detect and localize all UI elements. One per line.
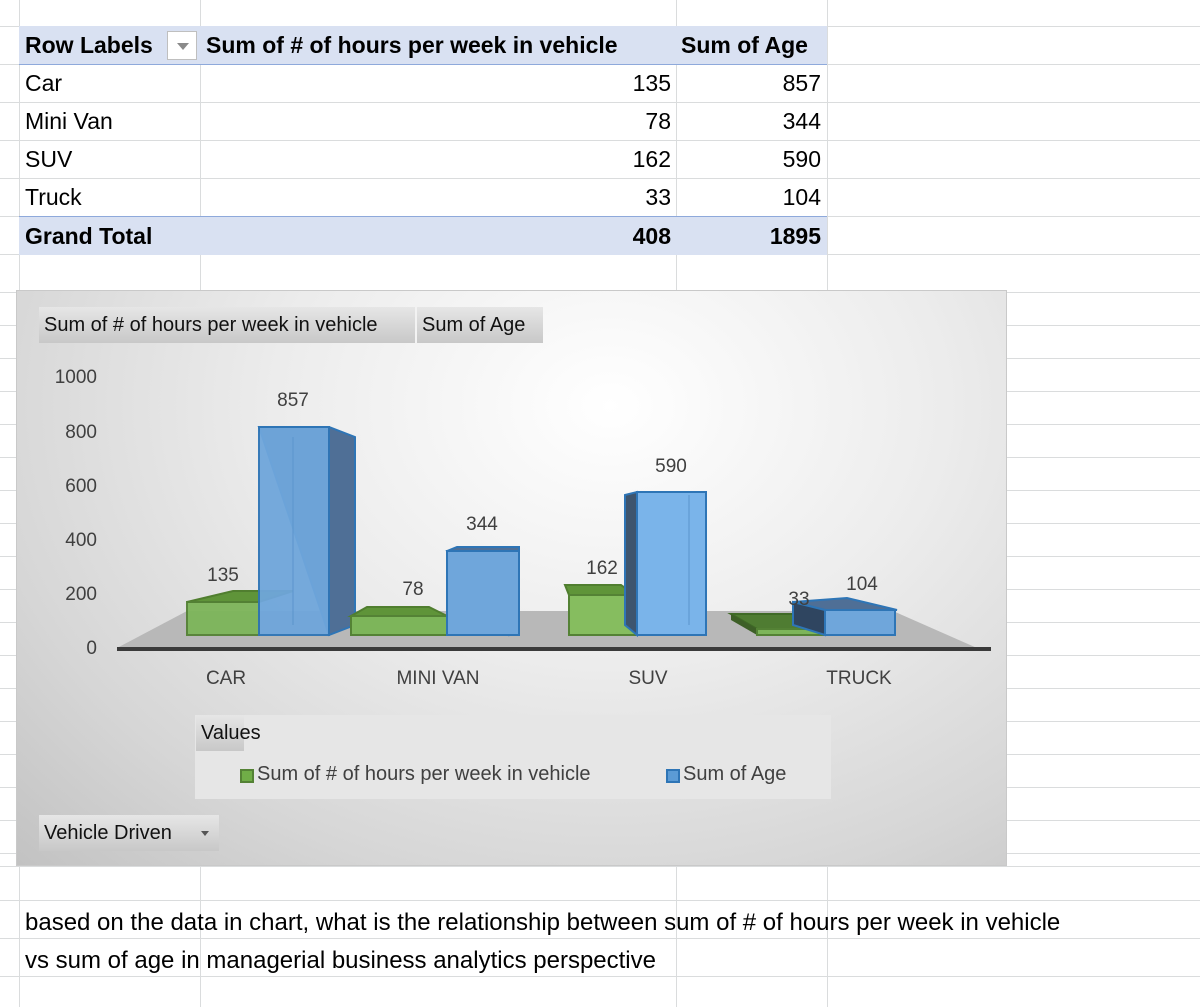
data-label-car-hours: 135 — [207, 565, 239, 586]
bar-minivan-age — [445, 546, 520, 637]
hours-value: 33 — [645, 184, 671, 210]
data-label-truck-hours: 33 — [788, 589, 810, 610]
question-line-2: vs sum of age in managerial business ana… — [25, 947, 656, 974]
question-line-1: based on the data in chart, what is the … — [25, 909, 1061, 936]
vehicle-driven-label: Vehicle Driven — [44, 822, 172, 844]
age-value: 344 — [782, 108, 821, 134]
hours-value: 135 — [632, 70, 671, 96]
vehicle-driven-field-button[interactable]: Vehicle Driven — [39, 815, 219, 851]
table-row[interactable]: Car 135 857 — [19, 64, 827, 102]
row-label: Car — [25, 70, 63, 96]
data-label-minivan-age: 344 — [466, 514, 498, 535]
table-row[interactable]: Truck 33 104 — [19, 178, 827, 216]
legend-label-age[interactable]: Sum of Age — [683, 763, 787, 785]
row-labels-header: Row Labels — [25, 32, 153, 58]
hours-value: 162 — [632, 146, 671, 172]
y-tick: 400 — [65, 530, 97, 551]
table-row[interactable]: SUV 162 590 — [19, 140, 827, 178]
y-tick: 200 — [65, 584, 97, 605]
age-value: 590 — [782, 146, 821, 172]
data-label-minivan-hours: 78 — [402, 579, 424, 600]
dropdown-arrow-icon — [177, 43, 189, 50]
legend-key-hours-icon — [240, 769, 254, 783]
category-label-car: CAR — [205, 668, 247, 689]
category-label-minivan: MINI VAN — [396, 668, 480, 689]
legend-key-age-icon — [666, 769, 680, 783]
legend-label-hours[interactable]: Sum of # of hours per week in vehicle — [257, 763, 591, 785]
data-label-truck-age: 104 — [846, 574, 878, 595]
question-cell[interactable]: based on the data in chart, what is the … — [25, 904, 1195, 980]
pivot-header-row: Row Labels Sum of # of hours per week in… — [19, 26, 827, 65]
row-label: Mini Van — [25, 108, 113, 134]
table-row[interactable]: Mini Van 78 344 — [19, 102, 827, 140]
row-label: SUV — [25, 146, 73, 172]
bar-truck-age — [792, 596, 898, 637]
hours-field-button[interactable]: Sum of # of hours per week in vehicle — [39, 307, 415, 343]
age-value: 857 — [782, 70, 821, 96]
y-tick: 600 — [65, 476, 97, 497]
age-total: 1895 — [769, 223, 821, 249]
grand-total-row[interactable]: Grand Total 408 1895 — [19, 216, 827, 255]
plot-area — [117, 426, 991, 651]
y-tick: 800 — [65, 422, 97, 443]
grand-total-label: Grand Total — [25, 223, 153, 249]
chart-legend: Values Sum of # of hours per week in veh… — [195, 715, 831, 799]
hours-column-header: Sum of # of hours per week in vehicle — [206, 32, 618, 58]
values-field-button[interactable]: Values — [196, 715, 261, 751]
data-label-car-age: 857 — [277, 390, 309, 411]
y-tick: 0 — [86, 638, 97, 659]
row-label: Truck — [25, 184, 82, 210]
bar-car-age — [257, 426, 356, 637]
age-value: 104 — [782, 184, 821, 210]
hours-total: 408 — [632, 223, 671, 249]
pivot-chart[interactable]: Sum of # of hours per week in vehicle Su… — [16, 290, 1007, 866]
data-label-suv-age: 590 — [655, 456, 687, 477]
category-label-truck: TRUCK — [826, 668, 892, 689]
row-labels-filter-button[interactable] — [167, 31, 197, 60]
age-field-button[interactable]: Sum of Age — [417, 307, 543, 343]
bar-minivan-hours — [347, 606, 448, 636]
hours-value: 78 — [645, 108, 671, 134]
y-tick: 1000 — [54, 367, 97, 388]
data-label-suv-hours: 162 — [586, 558, 618, 579]
category-label-suv: SUV — [628, 668, 668, 689]
chevron-down-icon — [201, 831, 209, 836]
bar-suv-age — [624, 490, 707, 638]
age-column-header: Sum of Age — [681, 32, 808, 58]
